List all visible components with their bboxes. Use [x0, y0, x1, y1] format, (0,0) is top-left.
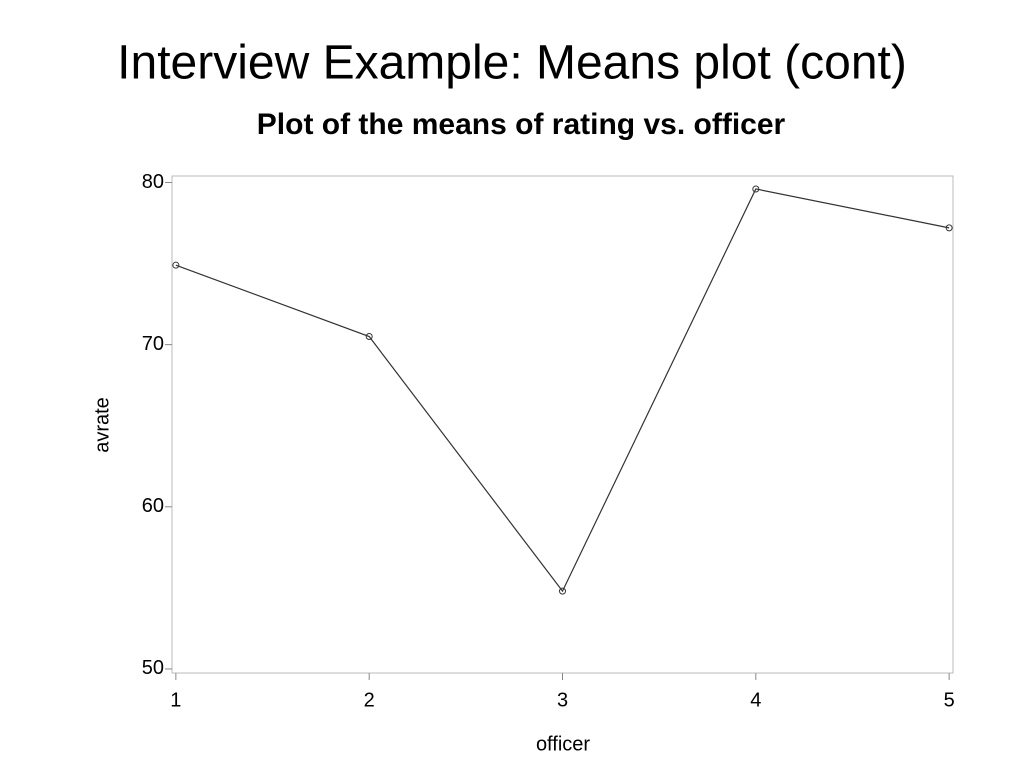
y-tick-label: 70 — [142, 333, 164, 355]
data-point — [365, 333, 373, 341]
plot-frame — [171, 175, 954, 674]
data-point — [945, 224, 953, 232]
data-point — [559, 587, 566, 595]
x-tick-label: 1 — [170, 689, 181, 711]
chart-title: Plot of the means of rating vs. officer — [257, 108, 786, 141]
x-tick-label: 4 — [750, 689, 761, 711]
y-tick-label: 50 — [142, 657, 164, 679]
y-tick-label: 80 — [142, 171, 164, 193]
x-tick-label: 3 — [557, 689, 568, 711]
x-tick-label: 5 — [944, 689, 955, 711]
data-point — [752, 185, 760, 193]
x-axis-label: officer — [536, 733, 590, 755]
slide-title: Interview Example: Means plot (cont) — [117, 37, 907, 90]
y-tick-label: 60 — [142, 495, 164, 517]
data-line — [175, 188, 950, 593]
data-point — [172, 261, 180, 269]
y-axis-label: avrate — [91, 397, 113, 453]
x-tick-label: 2 — [364, 689, 375, 711]
